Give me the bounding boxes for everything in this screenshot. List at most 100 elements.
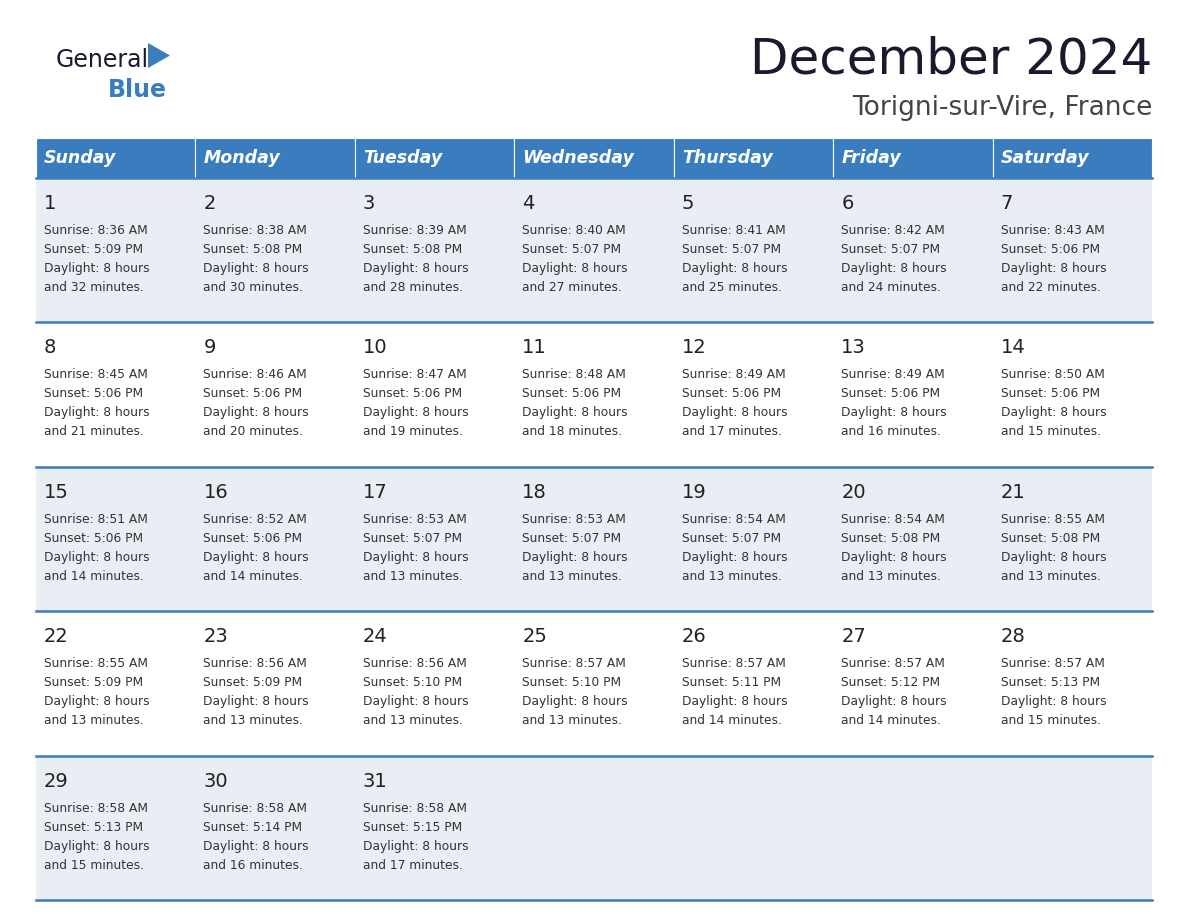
Text: Sunrise: 8:38 AM: Sunrise: 8:38 AM	[203, 224, 308, 237]
Text: Sunset: 5:14 PM: Sunset: 5:14 PM	[203, 821, 303, 834]
Text: Sunrise: 8:58 AM: Sunrise: 8:58 AM	[362, 801, 467, 814]
Text: Sunset: 5:06 PM: Sunset: 5:06 PM	[44, 387, 143, 400]
Text: Sunrise: 8:49 AM: Sunrise: 8:49 AM	[841, 368, 944, 381]
Text: 16: 16	[203, 483, 228, 502]
Text: and 21 minutes.: and 21 minutes.	[44, 425, 144, 439]
Text: and 17 minutes.: and 17 minutes.	[682, 425, 782, 439]
Text: 5: 5	[682, 194, 694, 213]
Text: Sunrise: 8:43 AM: Sunrise: 8:43 AM	[1000, 224, 1105, 237]
Text: Sunset: 5:06 PM: Sunset: 5:06 PM	[523, 387, 621, 400]
Text: and 22 minutes.: and 22 minutes.	[1000, 281, 1100, 294]
Text: and 14 minutes.: and 14 minutes.	[44, 570, 144, 583]
Text: Sunset: 5:07 PM: Sunset: 5:07 PM	[523, 532, 621, 544]
Text: Daylight: 8 hours: Daylight: 8 hours	[523, 695, 628, 708]
Text: Sunrise: 8:50 AM: Sunrise: 8:50 AM	[1000, 368, 1105, 381]
Text: 19: 19	[682, 483, 707, 502]
Text: and 28 minutes.: and 28 minutes.	[362, 281, 463, 294]
Text: Sunset: 5:09 PM: Sunset: 5:09 PM	[44, 243, 143, 256]
Text: Sunrise: 8:57 AM: Sunrise: 8:57 AM	[523, 657, 626, 670]
Text: Sunrise: 8:46 AM: Sunrise: 8:46 AM	[203, 368, 308, 381]
Text: Sunrise: 8:48 AM: Sunrise: 8:48 AM	[523, 368, 626, 381]
Bar	[355, 138, 514, 178]
Text: Sunset: 5:06 PM: Sunset: 5:06 PM	[203, 532, 303, 544]
Text: Sunset: 5:09 PM: Sunset: 5:09 PM	[44, 677, 143, 689]
Text: and 13 minutes.: and 13 minutes.	[203, 714, 303, 727]
Text: Daylight: 8 hours: Daylight: 8 hours	[362, 262, 468, 275]
Text: Sunrise: 8:54 AM: Sunrise: 8:54 AM	[841, 513, 944, 526]
Text: Sunrise: 8:53 AM: Sunrise: 8:53 AM	[362, 513, 467, 526]
Text: 11: 11	[523, 339, 546, 357]
Text: 9: 9	[203, 339, 216, 357]
Text: 26: 26	[682, 627, 707, 646]
Text: and 16 minutes.: and 16 minutes.	[203, 858, 303, 871]
Text: Sunset: 5:08 PM: Sunset: 5:08 PM	[362, 243, 462, 256]
Text: Daylight: 8 hours: Daylight: 8 hours	[1000, 695, 1106, 708]
Text: 1: 1	[44, 194, 56, 213]
Text: Daylight: 8 hours: Daylight: 8 hours	[682, 551, 788, 564]
Text: Daylight: 8 hours: Daylight: 8 hours	[203, 840, 309, 853]
Text: Tuesday: Tuesday	[362, 149, 442, 167]
Text: Daylight: 8 hours: Daylight: 8 hours	[203, 695, 309, 708]
Text: Daylight: 8 hours: Daylight: 8 hours	[841, 262, 947, 275]
Bar	[36, 756, 1152, 900]
Text: 30: 30	[203, 772, 228, 790]
Text: 27: 27	[841, 627, 866, 646]
Text: 18: 18	[523, 483, 546, 502]
Text: Daylight: 8 hours: Daylight: 8 hours	[203, 551, 309, 564]
Text: 13: 13	[841, 339, 866, 357]
Text: Daylight: 8 hours: Daylight: 8 hours	[682, 262, 788, 275]
Text: Sunset: 5:12 PM: Sunset: 5:12 PM	[841, 677, 940, 689]
Text: Daylight: 8 hours: Daylight: 8 hours	[362, 840, 468, 853]
Text: 6: 6	[841, 194, 853, 213]
Text: and 24 minutes.: and 24 minutes.	[841, 281, 941, 294]
Text: Sunrise: 8:47 AM: Sunrise: 8:47 AM	[362, 368, 467, 381]
Text: Daylight: 8 hours: Daylight: 8 hours	[1000, 262, 1106, 275]
Text: Daylight: 8 hours: Daylight: 8 hours	[44, 407, 150, 420]
Text: Daylight: 8 hours: Daylight: 8 hours	[1000, 407, 1106, 420]
Text: Sunrise: 8:55 AM: Sunrise: 8:55 AM	[1000, 513, 1105, 526]
Text: Sunrise: 8:49 AM: Sunrise: 8:49 AM	[682, 368, 785, 381]
Text: Daylight: 8 hours: Daylight: 8 hours	[523, 551, 628, 564]
Text: Torigni-sur-Vire, France: Torigni-sur-Vire, France	[852, 95, 1152, 121]
Text: Sunset: 5:07 PM: Sunset: 5:07 PM	[362, 532, 462, 544]
Text: Sunset: 5:07 PM: Sunset: 5:07 PM	[682, 243, 781, 256]
Text: and 13 minutes.: and 13 minutes.	[44, 714, 144, 727]
Bar	[36, 322, 1152, 466]
Text: Daylight: 8 hours: Daylight: 8 hours	[362, 551, 468, 564]
Text: Daylight: 8 hours: Daylight: 8 hours	[203, 407, 309, 420]
Text: Sunset: 5:10 PM: Sunset: 5:10 PM	[362, 677, 462, 689]
Text: Sunset: 5:08 PM: Sunset: 5:08 PM	[1000, 532, 1100, 544]
Text: Sunrise: 8:58 AM: Sunrise: 8:58 AM	[44, 801, 148, 814]
Bar	[992, 138, 1152, 178]
Text: Daylight: 8 hours: Daylight: 8 hours	[44, 551, 150, 564]
Text: 14: 14	[1000, 339, 1025, 357]
Text: Daylight: 8 hours: Daylight: 8 hours	[682, 695, 788, 708]
Text: Sunrise: 8:57 AM: Sunrise: 8:57 AM	[841, 657, 944, 670]
Bar	[833, 138, 992, 178]
Text: Sunset: 5:06 PM: Sunset: 5:06 PM	[1000, 243, 1100, 256]
Text: Daylight: 8 hours: Daylight: 8 hours	[362, 407, 468, 420]
Text: and 15 minutes.: and 15 minutes.	[1000, 425, 1100, 439]
Text: General: General	[56, 48, 150, 72]
Text: Sunrise: 8:53 AM: Sunrise: 8:53 AM	[523, 513, 626, 526]
Text: and 20 minutes.: and 20 minutes.	[203, 425, 303, 439]
Text: and 13 minutes.: and 13 minutes.	[682, 570, 782, 583]
Text: Sunset: 5:06 PM: Sunset: 5:06 PM	[682, 387, 781, 400]
Text: Daylight: 8 hours: Daylight: 8 hours	[203, 262, 309, 275]
Text: 31: 31	[362, 772, 387, 790]
Text: and 13 minutes.: and 13 minutes.	[362, 570, 463, 583]
Text: 3: 3	[362, 194, 375, 213]
Text: and 13 minutes.: and 13 minutes.	[1000, 570, 1100, 583]
Text: 2: 2	[203, 194, 216, 213]
Text: 7: 7	[1000, 194, 1013, 213]
Text: Sunset: 5:11 PM: Sunset: 5:11 PM	[682, 677, 781, 689]
Text: and 14 minutes.: and 14 minutes.	[203, 570, 303, 583]
Text: Sunset: 5:06 PM: Sunset: 5:06 PM	[44, 532, 143, 544]
Text: Thursday: Thursday	[682, 149, 772, 167]
Text: Sunset: 5:06 PM: Sunset: 5:06 PM	[841, 387, 940, 400]
Text: Sunset: 5:07 PM: Sunset: 5:07 PM	[841, 243, 940, 256]
Text: and 18 minutes.: and 18 minutes.	[523, 425, 623, 439]
Text: Sunset: 5:06 PM: Sunset: 5:06 PM	[1000, 387, 1100, 400]
Text: Sunset: 5:08 PM: Sunset: 5:08 PM	[203, 243, 303, 256]
Text: 4: 4	[523, 194, 535, 213]
